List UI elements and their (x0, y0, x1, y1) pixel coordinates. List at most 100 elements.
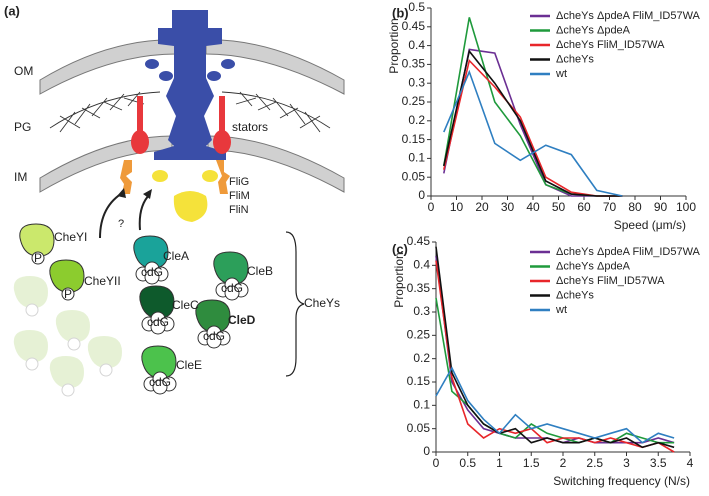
y-tick-label: 0.3 (413, 304, 430, 318)
x-tick-label: 3.5 (650, 456, 667, 470)
y-tick-label: 0.1 (413, 398, 430, 412)
ring (207, 71, 221, 81)
legend-label: ΔcheYs ΔpdeA FliM_ID57WA (556, 246, 701, 258)
cdg-label: cdG (147, 315, 169, 329)
legend-label: ΔcheYs FliM_ID57WA (556, 39, 665, 51)
legend-label: ΔcheYs ΔpdeA FliM_ID57WA (556, 10, 701, 22)
y-tick-label: 0.1 (408, 151, 425, 165)
label: CleE (176, 358, 202, 372)
phosphate (25, 303, 39, 317)
y-tick-label: 0.15 (407, 374, 431, 388)
motor (154, 10, 226, 160)
arrowhead (117, 188, 152, 199)
label: CleA (163, 249, 189, 263)
legend-label: ΔcheYs (556, 289, 594, 301)
y-tick-label: 0.45 (407, 234, 431, 248)
series-line (443, 69, 623, 197)
x-tick-label: 4 (687, 456, 694, 470)
x-tick-label: 0 (428, 200, 435, 214)
label: PG (14, 120, 31, 134)
y-tick-label: 0.15 (402, 132, 426, 146)
series-line (443, 58, 623, 197)
label: CleD (228, 313, 256, 327)
legend-label: ΔcheYs (556, 53, 594, 65)
y-tick-label: 0.3 (408, 75, 425, 89)
phosphate (61, 287, 75, 301)
y-tick-label: 0 (423, 444, 430, 458)
y-tick-label: 0.35 (402, 57, 426, 71)
y-tick-label: 0.5 (408, 0, 425, 14)
x-tick-label: 20 (475, 200, 489, 214)
x-tick-label: 3 (623, 456, 630, 470)
label: CleB (247, 264, 273, 278)
legend-label: ΔcheYs FliM_ID57WA (556, 275, 665, 287)
ring (145, 59, 159, 69)
y-tick-label: 0.4 (408, 38, 425, 52)
x-tick-label: 1 (496, 456, 503, 470)
y-tick-label: 0.2 (408, 113, 425, 127)
label: FliG (229, 176, 249, 188)
series-line (435, 297, 675, 444)
stator (131, 130, 149, 154)
ring (221, 59, 235, 69)
fli-complex (173, 191, 208, 222)
c-ring (120, 160, 132, 194)
label: IM (14, 170, 27, 184)
label: ? (118, 218, 124, 230)
phosphate (67, 337, 81, 351)
x-tick-label: 70 (603, 200, 617, 214)
x-tick-label: 1.5 (523, 456, 540, 470)
label: OM (14, 64, 33, 78)
legend-label: ΔcheYs ΔpdeA (556, 24, 631, 36)
inner-membrane (39, 135, 173, 193)
phosphate (99, 363, 113, 377)
x-tick-label: 10 (450, 200, 464, 214)
x-tick-label: 2.5 (586, 456, 603, 470)
y-tick-label: 0.05 (407, 421, 431, 435)
x-tick-label: 60 (577, 200, 591, 214)
legend-label: ΔcheYs ΔpdeA (556, 260, 631, 272)
series-line (435, 366, 675, 444)
faded-proteins (13, 276, 122, 397)
label: CleC (172, 298, 199, 312)
label: CheYII (84, 274, 121, 288)
x-axis-label: Switching frequency (N/s) (553, 474, 690, 488)
fli-complex (152, 170, 168, 182)
phosphate-label: P (64, 287, 72, 301)
x-tick-label: 50 (552, 200, 566, 214)
stator (213, 130, 231, 154)
x-tick-label: 80 (628, 200, 642, 214)
cdg-label: cdG (149, 375, 171, 389)
x-tick-label: 30 (501, 200, 515, 214)
c-ring (216, 160, 230, 194)
phosphate-label: P (34, 251, 42, 265)
legend-label: wt (555, 68, 567, 80)
ring (159, 71, 173, 81)
series-line (435, 246, 675, 449)
label: FliM (229, 190, 250, 202)
diagram: (a) OM PG IM stators FliG FliM FliN ? Ch… (4, 3, 345, 397)
x-tick-label: 0.5 (459, 456, 476, 470)
x-tick-label: 2 (560, 456, 567, 470)
series-line (443, 49, 623, 197)
y-tick-label: 0.4 (413, 258, 430, 272)
y-tick-label: 0.05 (402, 169, 426, 183)
y-axis-label: Proportion (392, 252, 406, 307)
cdg-label: cdG (203, 329, 225, 343)
protein (13, 276, 48, 309)
stator (219, 96, 225, 136)
y-tick-label: 0.25 (402, 94, 426, 108)
brace (285, 231, 305, 377)
x-tick-label: 100 (676, 200, 696, 214)
y-tick-label: 0.2 (413, 351, 430, 365)
label: CheYI (54, 230, 87, 244)
y-tick-label: 0.25 (407, 328, 431, 342)
phosphate (31, 251, 45, 265)
panel-label: (c) (392, 241, 408, 256)
stator (137, 96, 143, 136)
y-tick-label: 0.35 (407, 281, 431, 295)
cdg-label: cdG (141, 265, 163, 279)
label: CheYs (304, 296, 340, 310)
x-tick-label: 40 (526, 200, 540, 214)
